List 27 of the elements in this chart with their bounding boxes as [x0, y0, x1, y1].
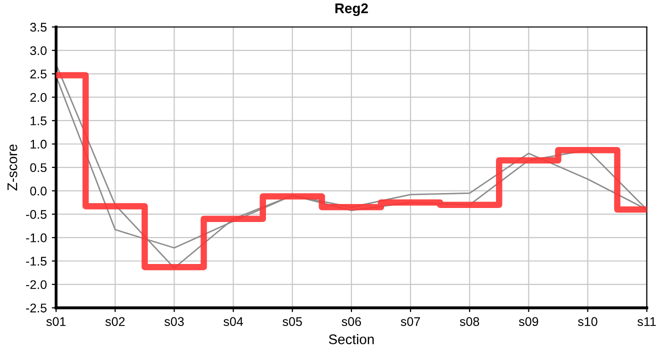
- y-tick-label: 2.5: [30, 70, 47, 78]
- x-tick-label: s08: [460, 317, 480, 326]
- x-tick-label: s09: [518, 317, 538, 326]
- x-tick-label: s01: [46, 317, 66, 326]
- y-axis-title: Z-score: [8, 144, 18, 190]
- x-tick-label: s03: [164, 317, 184, 326]
- y-tick-label: 1.0: [30, 140, 47, 149]
- x-tick-label: s10: [578, 317, 598, 326]
- y-tick-label: 3.0: [30, 46, 47, 56]
- y-tick-label: 1.5: [30, 116, 47, 126]
- y-tick-label: 0.5: [30, 163, 47, 172]
- y-tick-label: 0.0: [30, 186, 47, 196]
- y-tick-label: -0.5: [26, 210, 47, 219]
- x-axis-title: Section: [328, 334, 374, 344]
- x-tick-label: s05: [282, 317, 302, 326]
- y-tick-label: 3.5: [30, 22, 47, 32]
- chart-title: Reg2: [335, 3, 368, 16]
- x-tick-label: s06: [342, 317, 361, 326]
- x-tick-label: s02: [105, 317, 125, 326]
- y-tick-label: 2.0: [30, 93, 47, 102]
- y-tick-label: -1.0: [26, 233, 47, 242]
- x-tick-label: s07: [400, 317, 420, 326]
- y-tick-label: -1.5: [26, 256, 47, 266]
- y-tick-label: -2.0: [26, 280, 47, 290]
- y-tick-label: -2.5: [26, 304, 47, 312]
- x-tick-label: s04: [224, 317, 244, 326]
- x-tick-label: s11: [638, 317, 656, 326]
